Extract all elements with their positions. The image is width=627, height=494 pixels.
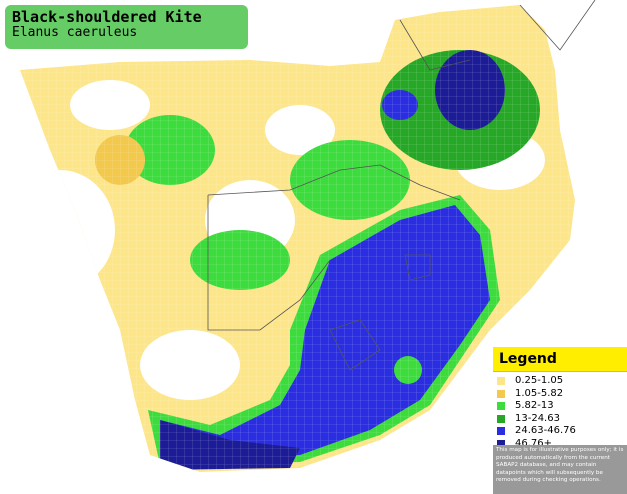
disclaimer: This map is for illustrative purposes on… <box>493 445 627 494</box>
legend-label: 0.25-1.05 <box>515 375 564 386</box>
legend-swatch <box>497 402 505 411</box>
title-box: Black-shouldered Kite Elanus caeruleus <box>5 5 248 49</box>
map-title: Black-shouldered Kite <box>12 8 202 26</box>
legend-title: Legend <box>493 347 627 372</box>
legend-items: 0.25-1.05 1.05-5.82 5.82-13 13-24.63 24.63-4… <box>493 372 627 449</box>
legend-item: 13-24.63 <box>497 413 627 426</box>
borders <box>207 0 596 371</box>
legend-swatch <box>497 414 505 423</box>
legend-label: 46.76+ <box>515 437 553 449</box>
legend-item: 0.25-1.05 <box>497 375 627 388</box>
legend-item: 5.82-13 <box>497 400 627 413</box>
legend-item: 46.76+ <box>497 438 627 451</box>
map-subtitle: Elanus caeruleus <box>12 25 138 40</box>
legend-label: 5.82-13 <box>515 400 554 411</box>
legend-label: 1.05-5.82 <box>515 387 564 399</box>
legend: Legend 0.25-1.05 1.05-5.82 5.82-13 13-24.63… <box>493 347 627 494</box>
legend-item: 24.63-46.76 <box>497 425 627 438</box>
legend-swatch <box>497 427 505 436</box>
legend-label: 13-24.63 <box>515 412 560 424</box>
legend-swatch <box>497 389 505 398</box>
legend-swatch <box>497 439 505 448</box>
legend-swatch <box>497 377 505 386</box>
legend-item: 1.05-5.82 <box>497 388 627 401</box>
legend-label: 24.63-46.76 <box>515 425 576 436</box>
